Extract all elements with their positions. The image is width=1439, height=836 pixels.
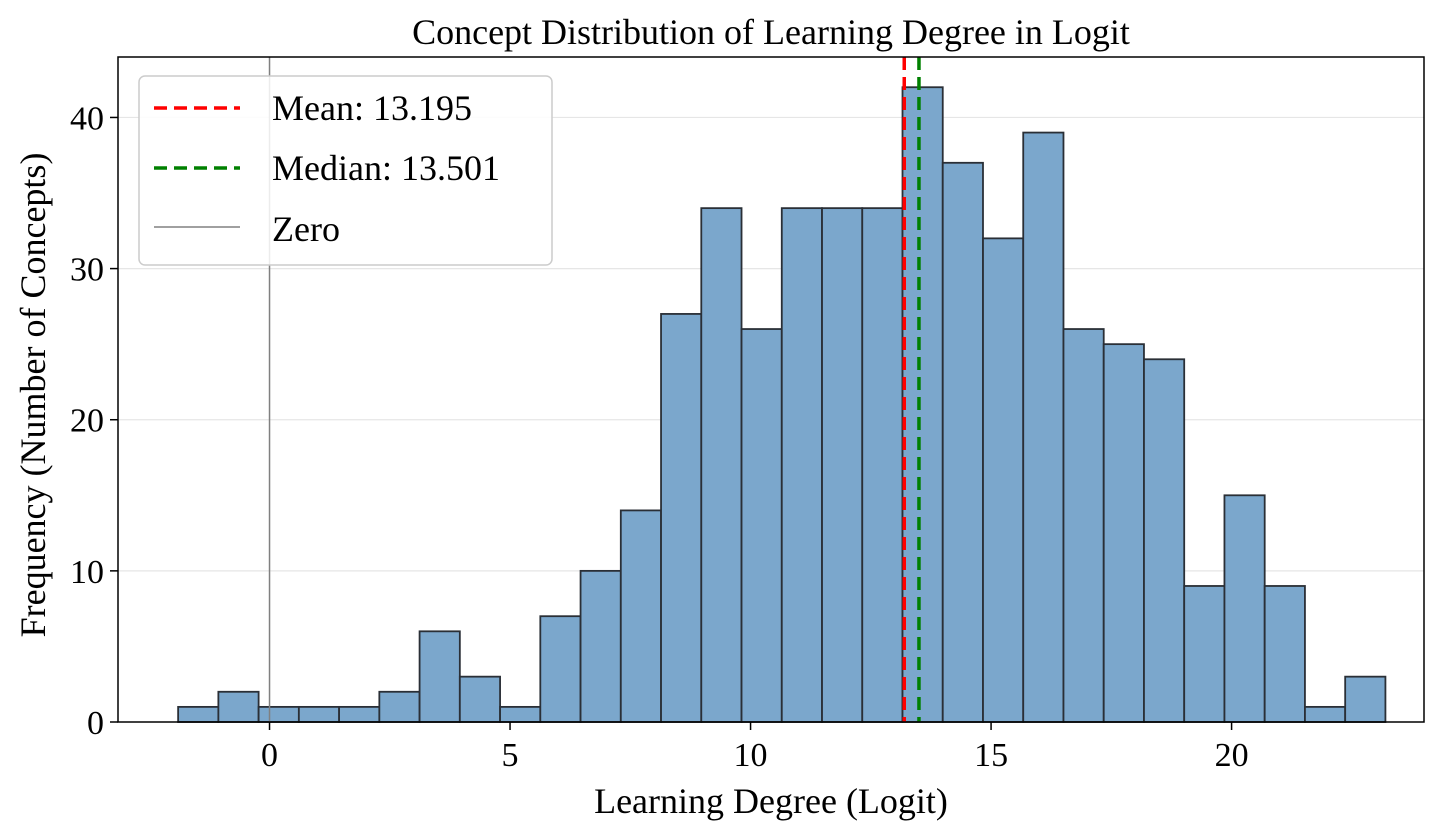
histogram-bar (257, 705, 300, 723)
y-axis-ticks: 0 10 20 30 40 (70, 100, 118, 742)
histogram-bar (660, 313, 703, 723)
x-tick-label: 10 (734, 737, 768, 774)
histogram-bar (740, 328, 783, 723)
histogram-bar (821, 207, 864, 723)
histogram-bar (1022, 131, 1065, 723)
histogram-bar (217, 690, 260, 723)
histogram-bar (1263, 585, 1306, 723)
legend: Mean: 13.195 Median: 13.501 Zero (138, 75, 553, 266)
histogram-bar (539, 615, 582, 723)
histogram-bar (982, 237, 1025, 723)
histogram-bar (780, 207, 823, 723)
legend-mean-label: Mean: 13.195 (272, 88, 472, 128)
histogram-bar (378, 690, 421, 723)
histogram-bar (700, 207, 743, 723)
histogram-bar (861, 207, 904, 723)
histogram-bar (1183, 585, 1226, 723)
x-axis-ticks: 0 5 10 15 20 (261, 722, 1249, 774)
histogram-bar (1143, 358, 1186, 723)
histogram-bar (499, 705, 542, 723)
histogram-bar (1344, 675, 1387, 723)
y-tick-label: 30 (70, 252, 104, 289)
y-tick-label: 20 (70, 403, 104, 440)
histogram-bar (941, 161, 984, 723)
legend-box (138, 75, 553, 266)
x-axis-label: Learning Degree (Logit) (594, 781, 948, 821)
histogram-bar (901, 86, 944, 723)
y-tick-label: 10 (70, 554, 104, 591)
histogram-bar (458, 675, 501, 723)
histogram-bar (177, 705, 220, 723)
y-axis-label: Frequency (Number of Concepts) (13, 153, 53, 638)
histogram-bar (338, 705, 381, 723)
legend-zero-label: Zero (272, 209, 340, 249)
x-tick-label: 0 (261, 737, 278, 774)
y-tick-label: 0 (87, 705, 104, 742)
histogram-bar (1304, 705, 1347, 723)
histogram-bar (1102, 343, 1145, 723)
histogram-bars (177, 86, 1387, 723)
x-tick-label: 20 (1215, 737, 1249, 774)
x-tick-label: 15 (974, 737, 1008, 774)
plot-frame (117, 56, 1425, 723)
histogram-bar (1223, 494, 1266, 723)
y-tick-label: 40 (70, 100, 104, 137)
histogram-bar (619, 509, 662, 723)
x-tick-label: 5 (502, 737, 519, 774)
histogram-bar (297, 705, 341, 723)
chart-title: Concept Distribution of Learning Degree … (412, 12, 1130, 52)
legend-median-label: Median: 13.501 (272, 148, 500, 188)
histogram-bar (579, 569, 622, 723)
histogram-bar (1062, 328, 1105, 723)
histogram-bar (418, 630, 461, 723)
